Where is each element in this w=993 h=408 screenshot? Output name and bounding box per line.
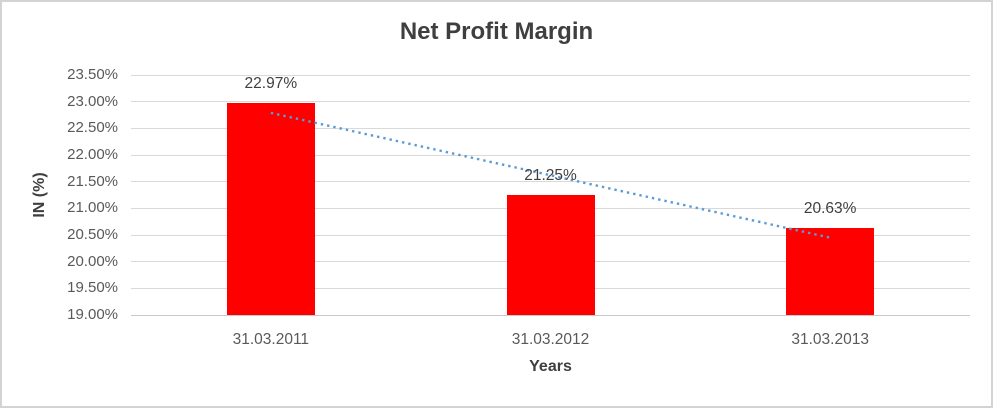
bar (506, 195, 595, 315)
gridline (131, 74, 970, 76)
y-tick-label: 20.00% (67, 252, 118, 270)
y-tick-label: 19.50% (67, 279, 118, 297)
gridline (131, 181, 970, 183)
bar-data-label: 21.25% (524, 167, 577, 184)
chart-title: Net Profit Margin (399, 18, 594, 45)
x-tick-label: 31.03.2012 (511, 331, 590, 348)
y-tick-label: 21.00% (67, 199, 118, 217)
gridline (131, 101, 970, 103)
x-axis-title: Years (529, 358, 572, 375)
gridline (131, 154, 970, 156)
gridline (131, 127, 970, 129)
bar-data-label: 20.63% (803, 200, 857, 218)
y-tick-label: 23.50% (67, 66, 118, 83)
bar (786, 228, 875, 315)
y-tick-label: 22.50% (67, 119, 118, 137)
x-tick-label: 31.03.2013 (791, 331, 869, 348)
y-tick-label: 22.00% (67, 146, 118, 163)
y-tick-label: 19.00% (67, 306, 118, 323)
bar-data-label: 22.97% (244, 75, 298, 93)
y-tick-label: 23.00% (67, 92, 118, 110)
x-axis-line (131, 314, 970, 316)
y-tick-label: 21.50% (67, 172, 118, 190)
x-tick-label: 31.03.2011 (232, 331, 310, 348)
bar (226, 103, 315, 315)
y-tick-label: 20.50% (67, 226, 118, 243)
